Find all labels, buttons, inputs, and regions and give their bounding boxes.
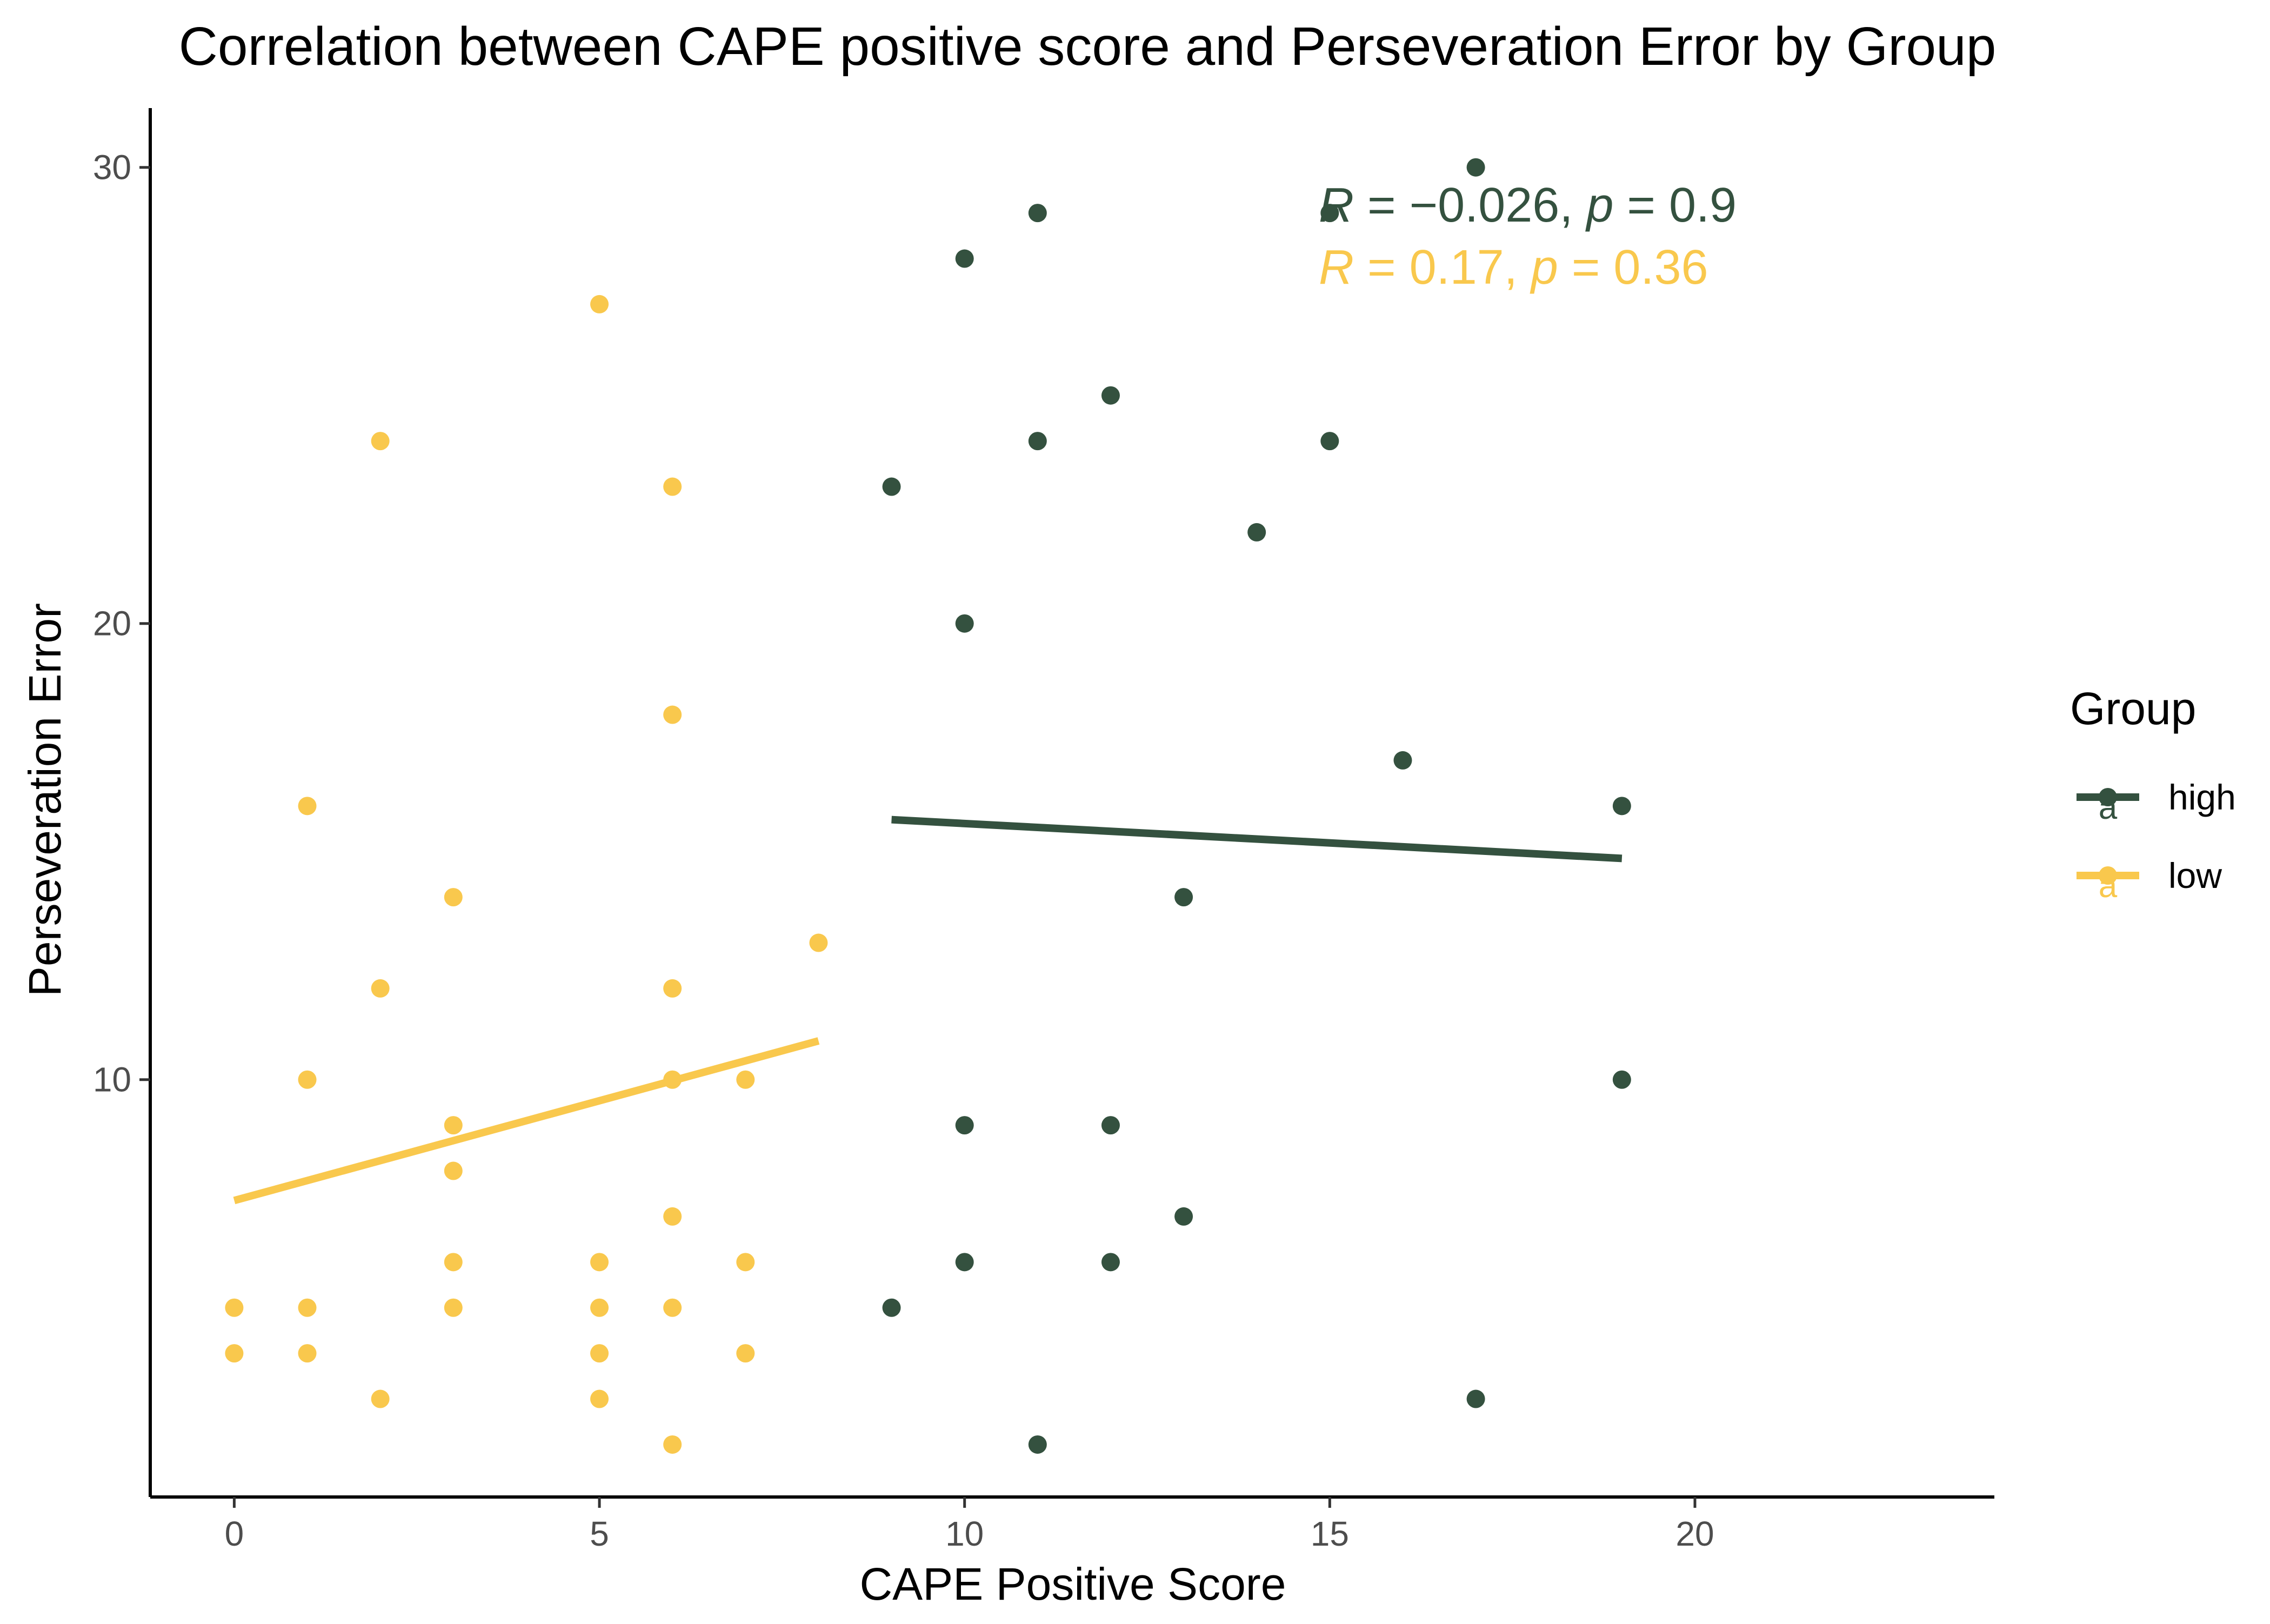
data-point-high: [1101, 386, 1120, 405]
legend: Group a high a low: [2070, 683, 2236, 905]
data-point-low: [298, 1070, 317, 1089]
data-point-low: [444, 1116, 463, 1135]
data-point-high: [1466, 158, 1485, 177]
x-tick-label: 10: [945, 1514, 984, 1553]
x-tick-label: 5: [590, 1514, 609, 1553]
data-point-low: [663, 1298, 682, 1317]
data-point-high: [1320, 432, 1339, 451]
data-point-low: [371, 979, 390, 998]
x-axis-title: CAPE Positive Score: [860, 1559, 1286, 1609]
data-point-low: [444, 888, 463, 907]
data-point-high: [1101, 1253, 1120, 1272]
data-point-low: [225, 1344, 244, 1363]
data-point-low: [736, 1253, 755, 1272]
data-point-low: [590, 1389, 609, 1408]
x-tick-label: 0: [225, 1514, 244, 1553]
data-point-high: [955, 249, 974, 268]
data-point-low: [225, 1298, 244, 1317]
data-point-high: [1028, 204, 1047, 223]
correlation-label-part: = 0.9: [1613, 178, 1737, 232]
legend-key-glyph: a: [2099, 867, 2118, 905]
data-point-low: [590, 1298, 609, 1317]
correlation-label-part: p: [1585, 178, 1613, 232]
correlation-label-part: p: [1530, 240, 1558, 295]
data-point-high: [1612, 1070, 1631, 1089]
data-point-high: [1028, 432, 1047, 451]
data-point-low: [444, 1298, 463, 1317]
data-point-high: [882, 477, 901, 496]
data-point-high: [955, 1253, 974, 1272]
legend-title: Group: [2070, 683, 2196, 734]
data-point-high: [1612, 797, 1631, 816]
data-point-low: [663, 979, 682, 998]
correlation-label-part: R: [1319, 178, 1354, 232]
correlation-label-low: R = 0.17, p = 0.36: [1319, 240, 1708, 295]
data-point-low: [371, 432, 390, 451]
x-tick-label: 20: [1675, 1514, 1714, 1553]
data-point-low: [444, 1161, 463, 1180]
legend-key-glyph: a: [2099, 789, 2118, 826]
data-point-low: [590, 1344, 609, 1363]
data-point-low: [444, 1253, 463, 1272]
data-point-high: [1028, 1435, 1047, 1454]
legend-label-low: low: [2168, 856, 2222, 895]
correlation-label-high: R = −0.026, p = 0.9: [1319, 178, 1737, 232]
x-tick-label: 15: [1311, 1514, 1349, 1553]
data-point-low: [809, 933, 828, 952]
legend-key-point-low: [2099, 866, 2117, 885]
data-point-low: [298, 797, 317, 816]
data-point-low: [663, 477, 682, 496]
data-point-low: [736, 1070, 755, 1089]
correlation-label-part: = 0.36: [1558, 240, 1708, 295]
data-point-low: [298, 1344, 317, 1363]
data-point-high: [1393, 751, 1412, 770]
legend-label-high: high: [2168, 777, 2236, 817]
y-tick-label: 20: [93, 604, 131, 643]
data-point-low: [590, 295, 609, 313]
data-point-high: [1174, 888, 1193, 907]
fit-line-low: [233, 1037, 820, 1205]
data-point-low: [298, 1298, 317, 1317]
data-point-low: [590, 1253, 609, 1272]
data-point-low: [663, 1207, 682, 1226]
data-point-high: [1101, 1116, 1120, 1135]
data-point-high: [1247, 523, 1266, 542]
data-point-high: [955, 614, 974, 633]
data-point-low: [663, 1070, 682, 1089]
y-axis-title: Perseveration Error: [19, 603, 70, 997]
data-point-high: [1320, 204, 1339, 223]
y-tick-label: 30: [93, 148, 131, 187]
data-point-high: [882, 1298, 901, 1317]
data-point-low: [736, 1344, 755, 1363]
data-point-high: [955, 1116, 974, 1135]
y-tick-label: 10: [93, 1060, 131, 1099]
correlation-label-part: = 0.17,: [1354, 240, 1531, 295]
data-point-high: [1174, 1207, 1193, 1226]
fit-line-high: [891, 816, 1623, 863]
data-point-low: [663, 705, 682, 724]
legend-key-point-high: [2099, 788, 2117, 806]
data-point-high: [1466, 1389, 1485, 1408]
data-point-low: [663, 1435, 682, 1454]
correlation-label-part: = −0.026,: [1354, 178, 1586, 232]
correlation-label-part: R: [1319, 240, 1354, 295]
chart-title: Correlation between CAPE positive score …: [179, 16, 1997, 77]
data-point-low: [371, 1389, 390, 1408]
